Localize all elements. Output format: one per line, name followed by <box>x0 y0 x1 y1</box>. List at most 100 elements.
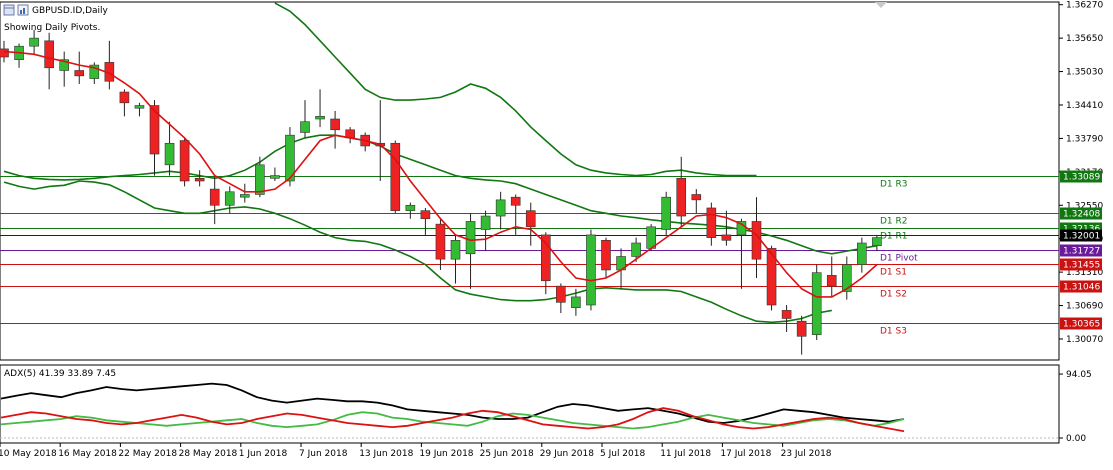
adx-axis: 94.05 0.00 <box>1059 370 1092 444</box>
adx-tick-label: 0.00 <box>1066 434 1086 444</box>
pivot-price-box <box>1060 280 1102 293</box>
candle <box>691 189 702 214</box>
price-tick-label: 1.36270 <box>1066 1 1103 11</box>
candle <box>224 186 235 214</box>
pivot-price-box <box>1060 317 1102 330</box>
band-upper-line <box>274 2 757 177</box>
candle-body <box>465 221 476 255</box>
adx-series-line <box>0 411 905 430</box>
candle <box>270 167 280 181</box>
candle-body <box>556 285 566 303</box>
price-tick-label: 1.30690 <box>1066 302 1103 312</box>
candle <box>631 237 641 262</box>
price-tick-label: 1.31310 <box>1066 268 1103 278</box>
candle-body <box>661 196 672 230</box>
ma-path <box>3 50 878 298</box>
candle <box>676 156 687 227</box>
candle-body <box>766 248 777 306</box>
candle <box>841 256 852 300</box>
pivot-price-value: 1.31455 <box>1063 261 1100 271</box>
time-tick-label: 23 Jul 2018 <box>781 449 832 459</box>
pivot-lines: D1 R3 D1 R2 D1 R1 D1 Pivot D1 S1 D1 S2 D1 S3 <box>0 176 1059 337</box>
candle-body <box>676 178 687 217</box>
time-tick-label: 17 Jul 2018 <box>720 449 771 459</box>
pivot-name-label: D1 Pivot <box>880 254 918 264</box>
candle <box>435 218 446 270</box>
time-tick-label: 7 Jun 2018 <box>299 449 348 459</box>
candle <box>255 156 265 198</box>
candle-body <box>270 175 280 179</box>
pivot-name-label: D1 R1 <box>880 232 908 242</box>
adx-series-line <box>0 407 905 433</box>
candle-body <box>209 188 220 206</box>
candle <box>285 127 295 187</box>
pivot-price-box <box>1060 258 1102 271</box>
candle-body <box>796 320 807 337</box>
candle-body <box>134 105 145 109</box>
time-tick-label: 13 Jun 2018 <box>359 449 413 459</box>
candle-body <box>841 264 852 292</box>
pivot-price-value: 1.31727 <box>1063 247 1100 257</box>
candle-body <box>119 91 130 104</box>
candle <box>781 305 792 332</box>
chart-header: GBPUSD.ID,Daily Showing Daily Pivots. <box>3 2 887 33</box>
candle <box>571 288 581 316</box>
candle <box>74 51 85 84</box>
candle-body <box>240 194 250 198</box>
candle-body <box>224 191 235 206</box>
candle <box>857 237 867 273</box>
candle <box>179 137 190 187</box>
candle <box>44 32 54 90</box>
candle-body <box>179 140 190 182</box>
candle-body <box>29 37 39 47</box>
pivot-price-value: 1.30365 <box>1063 320 1100 330</box>
time-tick-label: 22 May 2018 <box>118 449 177 459</box>
time-tick-label: 25 Jun 2018 <box>480 449 534 459</box>
band-lower-line <box>3 180 832 324</box>
candle <box>661 191 672 235</box>
candle <box>164 121 175 176</box>
adx-pane: ADX(5) 41.39 33.89 7.45 94.05 0.00 <box>0 364 1092 444</box>
candle-body <box>495 199 506 217</box>
candle <box>240 183 250 203</box>
candle-body <box>74 70 85 77</box>
symbol-title: GBPUSD.ID,Daily <box>32 6 109 16</box>
pivot-price-box <box>1060 229 1102 242</box>
adx-lines <box>0 382 905 433</box>
candle <box>811 264 822 341</box>
candle <box>601 237 611 279</box>
candle <box>300 100 310 138</box>
pivot-price-value: 1.32001 <box>1063 232 1100 242</box>
candle <box>29 30 39 55</box>
candle <box>766 245 777 311</box>
candle <box>209 175 220 225</box>
candle-body <box>631 242 641 257</box>
pivot-name-label: D1 R3 <box>880 180 908 190</box>
candle <box>59 51 70 87</box>
candle-body <box>405 204 416 211</box>
price-tick-label: 1.32550 <box>1066 201 1103 211</box>
candle <box>330 110 340 149</box>
time-tick-label: 10 May 2018 <box>0 449 57 459</box>
candle-body <box>826 275 837 287</box>
price-pane-border <box>0 1 1060 361</box>
candle <box>586 229 596 311</box>
price-pane: D1 R3 D1 R2 D1 R1 D1 Pivot D1 S1 D1 S2 D1 S3 <box>0 1 1060 361</box>
candle-body <box>285 134 295 182</box>
candle-body <box>255 164 265 195</box>
candle-body <box>857 242 867 265</box>
candle-body <box>315 116 325 120</box>
window-icon <box>3 4 15 16</box>
candle <box>405 202 416 219</box>
symbol-icons[interactable] <box>3 4 29 16</box>
candle <box>495 191 506 230</box>
adx-pane-border <box>0 364 1060 444</box>
candle <box>390 140 401 214</box>
price-tick-label: 1.35650 <box>1066 34 1103 44</box>
candle-body <box>194 178 205 182</box>
pivot-price-box <box>1060 244 1102 257</box>
candle <box>89 62 100 84</box>
scroll-marker-icon[interactable] <box>875 2 887 8</box>
time-tick-label: 5 Jul 2018 <box>600 449 645 459</box>
